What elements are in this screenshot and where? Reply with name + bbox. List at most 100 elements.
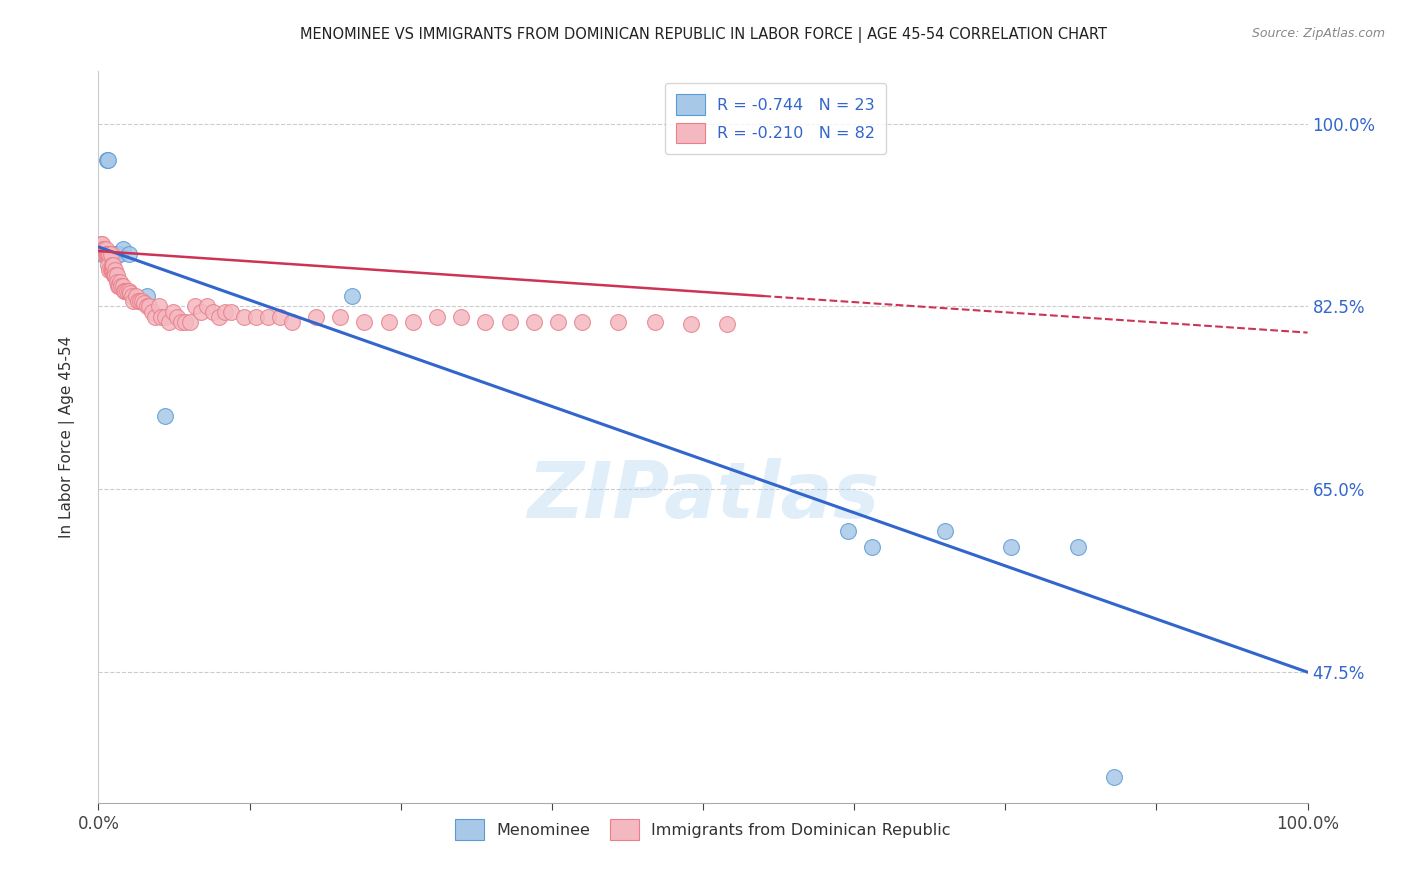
Point	[131, 294, 153, 309]
Point	[716, 317, 738, 331]
Point	[402, 315, 425, 329]
Point	[100, 247, 122, 261]
Point	[135, 300, 157, 314]
Point	[127, 294, 149, 309]
Point	[221, 304, 243, 318]
Point	[195, 300, 218, 314]
Point	[93, 242, 115, 256]
Point	[679, 317, 702, 331]
Point	[98, 263, 121, 277]
Point	[117, 284, 139, 298]
Text: ZIPatlas: ZIPatlas	[527, 458, 879, 533]
Point	[98, 252, 121, 267]
Point	[107, 278, 129, 293]
Point	[101, 263, 124, 277]
Point	[128, 294, 150, 309]
Point	[190, 304, 212, 318]
Point	[256, 310, 278, 324]
Point	[111, 242, 134, 256]
Point	[96, 153, 118, 168]
Point	[118, 247, 141, 261]
Point	[474, 315, 496, 329]
Point	[100, 263, 122, 277]
Point	[94, 242, 117, 256]
Point	[122, 294, 145, 309]
Point	[162, 304, 184, 318]
Point	[105, 276, 128, 290]
Point	[90, 236, 112, 251]
Legend: Menominee, Immigrants from Dominican Republic: Menominee, Immigrants from Dominican Rep…	[449, 813, 957, 846]
Point	[118, 285, 141, 300]
Point	[179, 315, 201, 329]
Point	[97, 153, 120, 168]
Point	[103, 268, 125, 282]
Point	[91, 242, 114, 256]
Point	[100, 258, 122, 272]
Point	[101, 258, 124, 272]
Point	[547, 315, 569, 329]
Point	[166, 310, 188, 324]
Point	[153, 310, 176, 324]
Point	[104, 268, 127, 282]
Point	[100, 247, 122, 261]
Point	[97, 247, 120, 261]
Point	[105, 247, 128, 261]
Point	[100, 247, 122, 261]
Point	[91, 236, 114, 251]
Point	[114, 284, 136, 298]
Text: Source: ZipAtlas.com: Source: ZipAtlas.com	[1251, 27, 1385, 40]
Point	[103, 247, 125, 261]
Point	[169, 315, 191, 329]
Point	[141, 304, 163, 318]
Point	[329, 310, 352, 324]
Point	[98, 247, 121, 261]
Point	[342, 289, 364, 303]
Point	[96, 247, 118, 261]
Point	[450, 310, 472, 324]
Point	[101, 247, 124, 261]
Point	[232, 310, 254, 324]
Text: MENOMINEE VS IMMIGRANTS FROM DOMINICAN REPUBLIC IN LABOR FORCE | AGE 45-54 CORRE: MENOMINEE VS IMMIGRANTS FROM DOMINICAN R…	[299, 27, 1107, 43]
Point	[377, 315, 399, 329]
Point	[104, 263, 127, 277]
Point	[607, 315, 630, 329]
Point	[571, 315, 593, 329]
Point	[121, 289, 143, 303]
Point	[100, 263, 122, 277]
Point	[153, 409, 176, 424]
Point	[108, 276, 131, 290]
Point	[184, 300, 207, 314]
Point	[934, 524, 956, 538]
Point	[94, 247, 117, 261]
Point	[103, 268, 125, 282]
Point	[1102, 770, 1125, 784]
Point	[498, 315, 520, 329]
Point	[281, 315, 304, 329]
Point	[1000, 540, 1022, 554]
Point	[104, 247, 127, 261]
Point	[245, 310, 267, 324]
Point	[269, 310, 291, 324]
Point	[108, 278, 131, 293]
Point	[110, 278, 132, 293]
Point	[426, 310, 449, 324]
Point	[118, 284, 141, 298]
Point	[135, 289, 157, 303]
Point	[97, 258, 120, 272]
Point	[1067, 540, 1090, 554]
Point	[91, 247, 114, 261]
Point	[148, 300, 170, 314]
Point	[111, 278, 134, 293]
Point	[837, 524, 859, 538]
Point	[523, 315, 546, 329]
Point	[125, 289, 148, 303]
Point	[353, 315, 375, 329]
Point	[860, 540, 883, 554]
Point	[305, 310, 328, 324]
Point	[644, 315, 666, 329]
Point	[108, 247, 131, 261]
Point	[93, 247, 115, 261]
Point	[202, 304, 225, 318]
Point	[112, 284, 135, 298]
Y-axis label: In Labor Force | Age 45-54: In Labor Force | Age 45-54	[59, 336, 75, 538]
